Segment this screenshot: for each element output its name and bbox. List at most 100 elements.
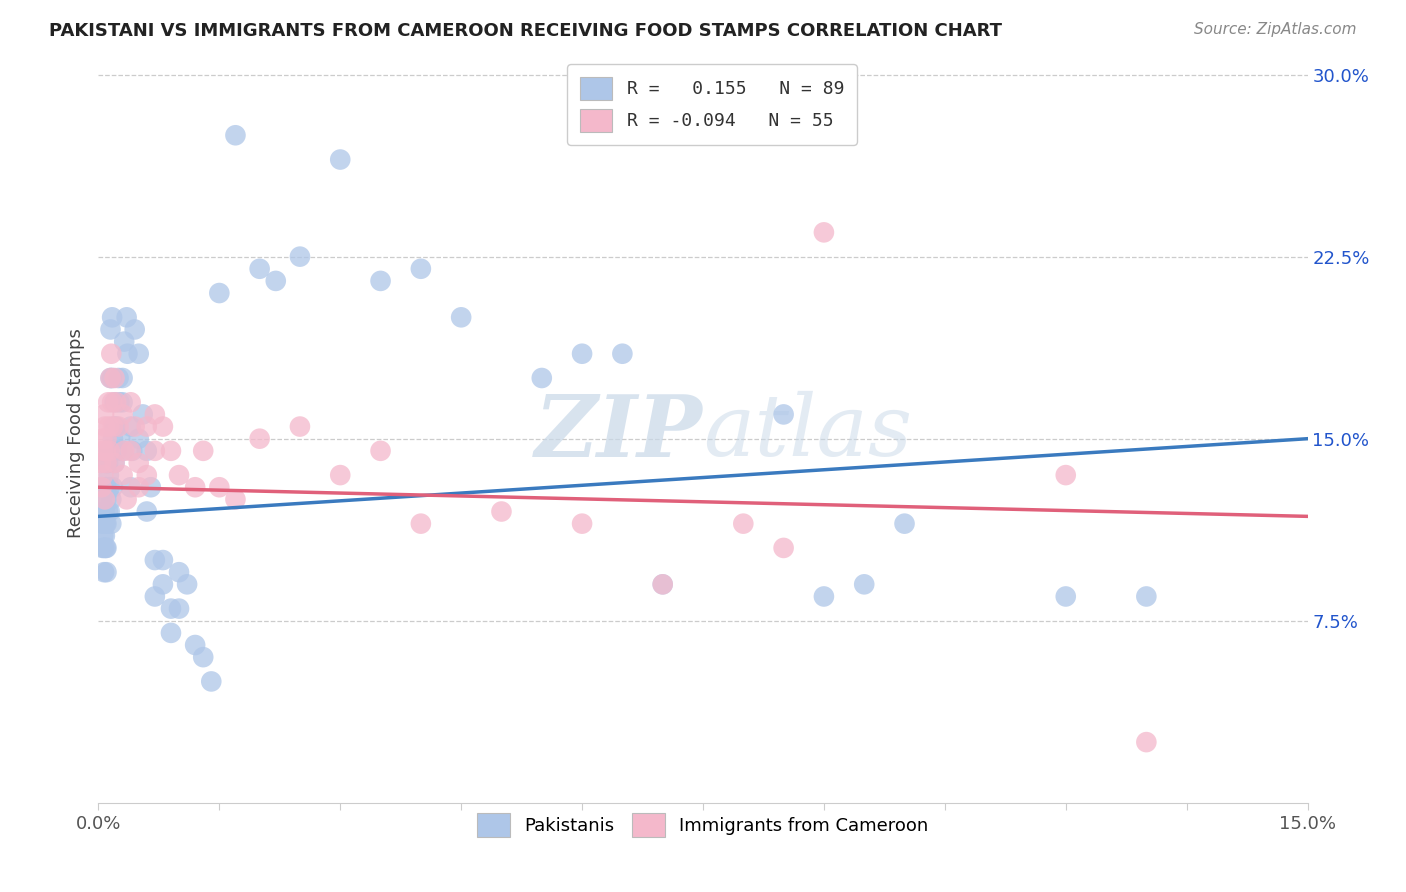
Point	[96, 492, 118, 507]
Point	[132, 408, 155, 422]
Point	[612, 347, 634, 361]
Text: PAKISTANI VS IMMIGRANTS FROM CAMEROON RECEIVING FOOD STAMPS CORRELATION CHART: PAKISTANI VS IMMIGRANTS FROM CAMEROON RE…	[49, 22, 1002, 40]
Point	[450, 310, 472, 325]
Point	[288, 419, 311, 434]
Point	[94, 529, 117, 543]
Point	[100, 516, 122, 531]
Point	[200, 674, 222, 689]
Point	[288, 250, 311, 264]
Point	[370, 274, 392, 288]
Point	[1135, 590, 1157, 604]
Point	[813, 590, 835, 604]
Point	[105, 443, 128, 458]
Point	[96, 541, 118, 555]
Point	[1054, 468, 1077, 483]
Point	[107, 419, 129, 434]
Point	[120, 443, 142, 458]
Point	[105, 419, 128, 434]
Point	[893, 516, 915, 531]
Point	[167, 601, 190, 615]
Point	[91, 432, 114, 446]
Point	[115, 492, 138, 507]
Point	[409, 261, 432, 276]
Point	[1135, 735, 1157, 749]
Point	[100, 322, 122, 336]
Point	[96, 432, 118, 446]
Point	[111, 395, 134, 409]
Point	[249, 261, 271, 276]
Point	[90, 480, 112, 494]
Point	[93, 565, 115, 579]
Point	[160, 626, 183, 640]
Point	[94, 480, 117, 494]
Point	[91, 516, 114, 531]
Point	[143, 590, 166, 604]
Point	[91, 504, 114, 518]
Point	[108, 432, 131, 446]
Point	[128, 456, 150, 470]
Point	[103, 456, 125, 470]
Point	[121, 443, 143, 458]
Point	[329, 153, 352, 167]
Point	[167, 468, 190, 483]
Point	[329, 468, 352, 483]
Point	[94, 504, 117, 518]
Point	[176, 577, 198, 591]
Point	[98, 480, 121, 494]
Point	[100, 492, 122, 507]
Point	[208, 286, 231, 301]
Point	[120, 480, 142, 494]
Point	[135, 419, 157, 434]
Point	[249, 432, 271, 446]
Point	[96, 456, 118, 470]
Point	[94, 419, 117, 434]
Point	[94, 443, 117, 458]
Point	[97, 468, 120, 483]
Point	[111, 443, 134, 458]
Point	[193, 650, 215, 665]
Point	[108, 395, 131, 409]
Point	[571, 347, 593, 361]
Point	[91, 529, 114, 543]
Point	[103, 456, 125, 470]
Point	[120, 419, 142, 434]
Point	[97, 456, 120, 470]
Point	[96, 456, 118, 470]
Point	[160, 601, 183, 615]
Point	[135, 504, 157, 518]
Point	[135, 443, 157, 458]
Point	[160, 443, 183, 458]
Point	[101, 310, 124, 325]
Point	[111, 468, 134, 483]
Point	[124, 419, 146, 434]
Point	[91, 468, 114, 483]
Point	[101, 419, 124, 434]
Point	[93, 408, 115, 422]
Point	[152, 577, 174, 591]
Point	[143, 553, 166, 567]
Legend: Pakistanis, Immigrants from Cameroon: Pakistanis, Immigrants from Cameroon	[468, 805, 938, 846]
Text: ZIP: ZIP	[536, 391, 703, 475]
Point	[90, 456, 112, 470]
Point	[264, 274, 287, 288]
Point	[98, 504, 121, 518]
Point	[208, 480, 231, 494]
Point	[115, 310, 138, 325]
Point	[96, 565, 118, 579]
Point	[124, 322, 146, 336]
Point	[193, 443, 215, 458]
Point	[184, 638, 207, 652]
Point	[97, 504, 120, 518]
Point	[94, 516, 117, 531]
Point	[101, 432, 124, 446]
Point	[97, 395, 120, 409]
Point	[152, 553, 174, 567]
Point	[772, 408, 794, 422]
Point	[128, 432, 150, 446]
Point	[530, 371, 553, 385]
Point	[97, 443, 120, 458]
Point	[112, 334, 135, 349]
Point	[111, 371, 134, 385]
Point	[184, 480, 207, 494]
Point	[101, 480, 124, 494]
